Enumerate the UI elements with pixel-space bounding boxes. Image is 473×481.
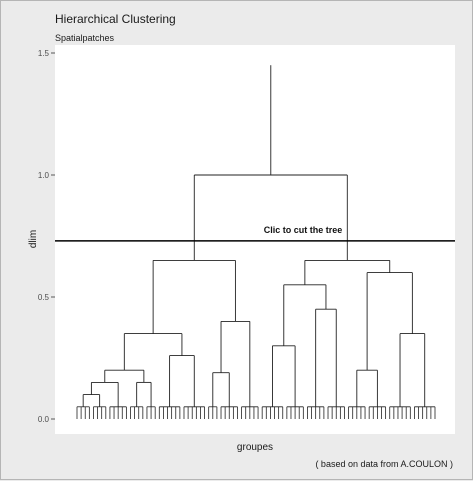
y-tick-label: 0.0: [38, 415, 50, 424]
chart-caption: ( based on data from A.COULON ): [315, 459, 453, 469]
x-axis-title: groupes: [237, 442, 273, 453]
cut-label[interactable]: Clic to cut the tree: [264, 225, 343, 235]
y-tick-label: 1.5: [38, 49, 50, 58]
dendrogram-tree: [76, 65, 436, 419]
y-axis: 0.0 0.5 1.0 1.5: [38, 49, 55, 424]
y-tick-label: 1.0: [38, 171, 50, 180]
plot-panel: [55, 45, 455, 434]
y-tick-label: 0.5: [38, 293, 50, 302]
chart-title: Hierarchical Clustering: [55, 12, 176, 26]
chart-subtitle: Spatialpatches: [55, 33, 115, 43]
y-axis-title: dlim: [28, 230, 39, 248]
